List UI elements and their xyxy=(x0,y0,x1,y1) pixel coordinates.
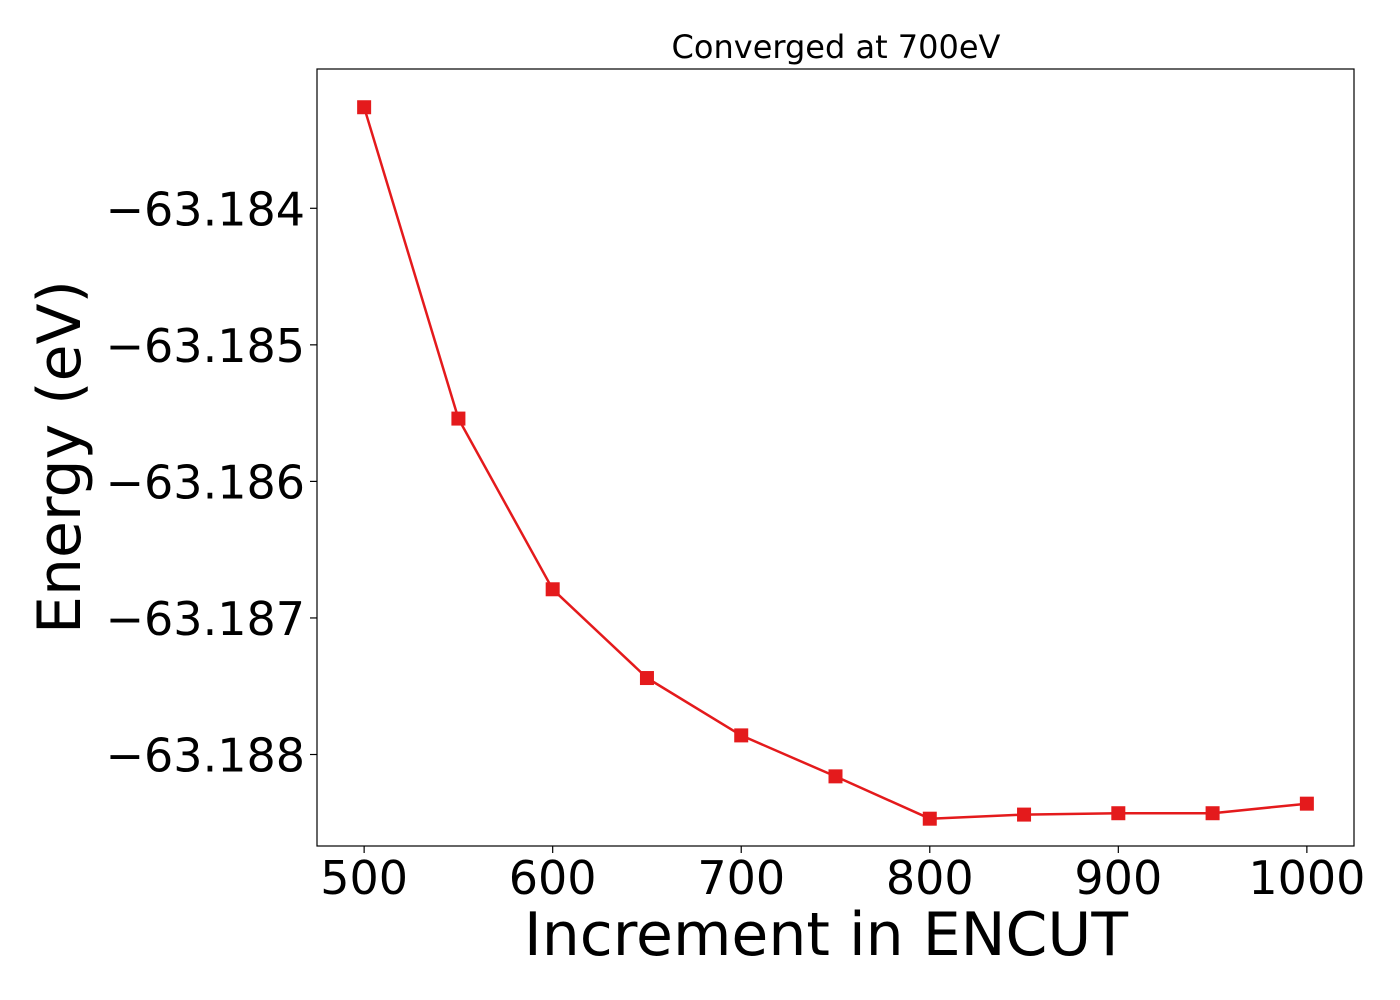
series-line xyxy=(362,106,1308,820)
y-tick-label: −63.188 xyxy=(106,729,306,783)
data-point-marker xyxy=(1017,807,1032,822)
data-point-marker xyxy=(639,671,654,686)
data-point-marker xyxy=(922,811,937,826)
data-point-marker xyxy=(545,582,560,597)
chart-title: Converged at 700eV xyxy=(672,28,1001,66)
plot-frame xyxy=(316,68,1355,847)
y-tick-label: −63.184 xyxy=(106,182,306,236)
x-tick-label: 700 xyxy=(697,851,785,905)
x-tick-label: 500 xyxy=(320,851,408,905)
data-point-marker xyxy=(1299,796,1314,811)
x-axis-title: Increment in ENCUT xyxy=(524,900,1128,970)
y-tick-label: −63.186 xyxy=(106,455,306,509)
y-axis-title: Energy (eV) xyxy=(25,280,95,634)
x-axis: 500 600 700 800 900 1000 xyxy=(320,846,1365,905)
x-tick-label: 800 xyxy=(886,851,974,905)
series-layer xyxy=(357,100,1314,826)
y-tick-label: −63.185 xyxy=(106,319,306,373)
x-tick-label: 600 xyxy=(509,851,597,905)
data-point-marker xyxy=(734,728,749,743)
data-point-marker xyxy=(451,411,466,426)
data-point-marker xyxy=(357,100,372,115)
x-tick-label: 1000 xyxy=(1248,851,1365,905)
y-axis: −63.184 −63.185 −63.186 −63.187 −63.188 xyxy=(106,182,317,783)
data-point-marker xyxy=(1205,806,1220,821)
y-tick-label: −63.187 xyxy=(106,592,306,646)
x-tick-label: 900 xyxy=(1074,851,1162,905)
data-point-marker xyxy=(1111,806,1126,821)
data-point-marker xyxy=(828,769,843,784)
